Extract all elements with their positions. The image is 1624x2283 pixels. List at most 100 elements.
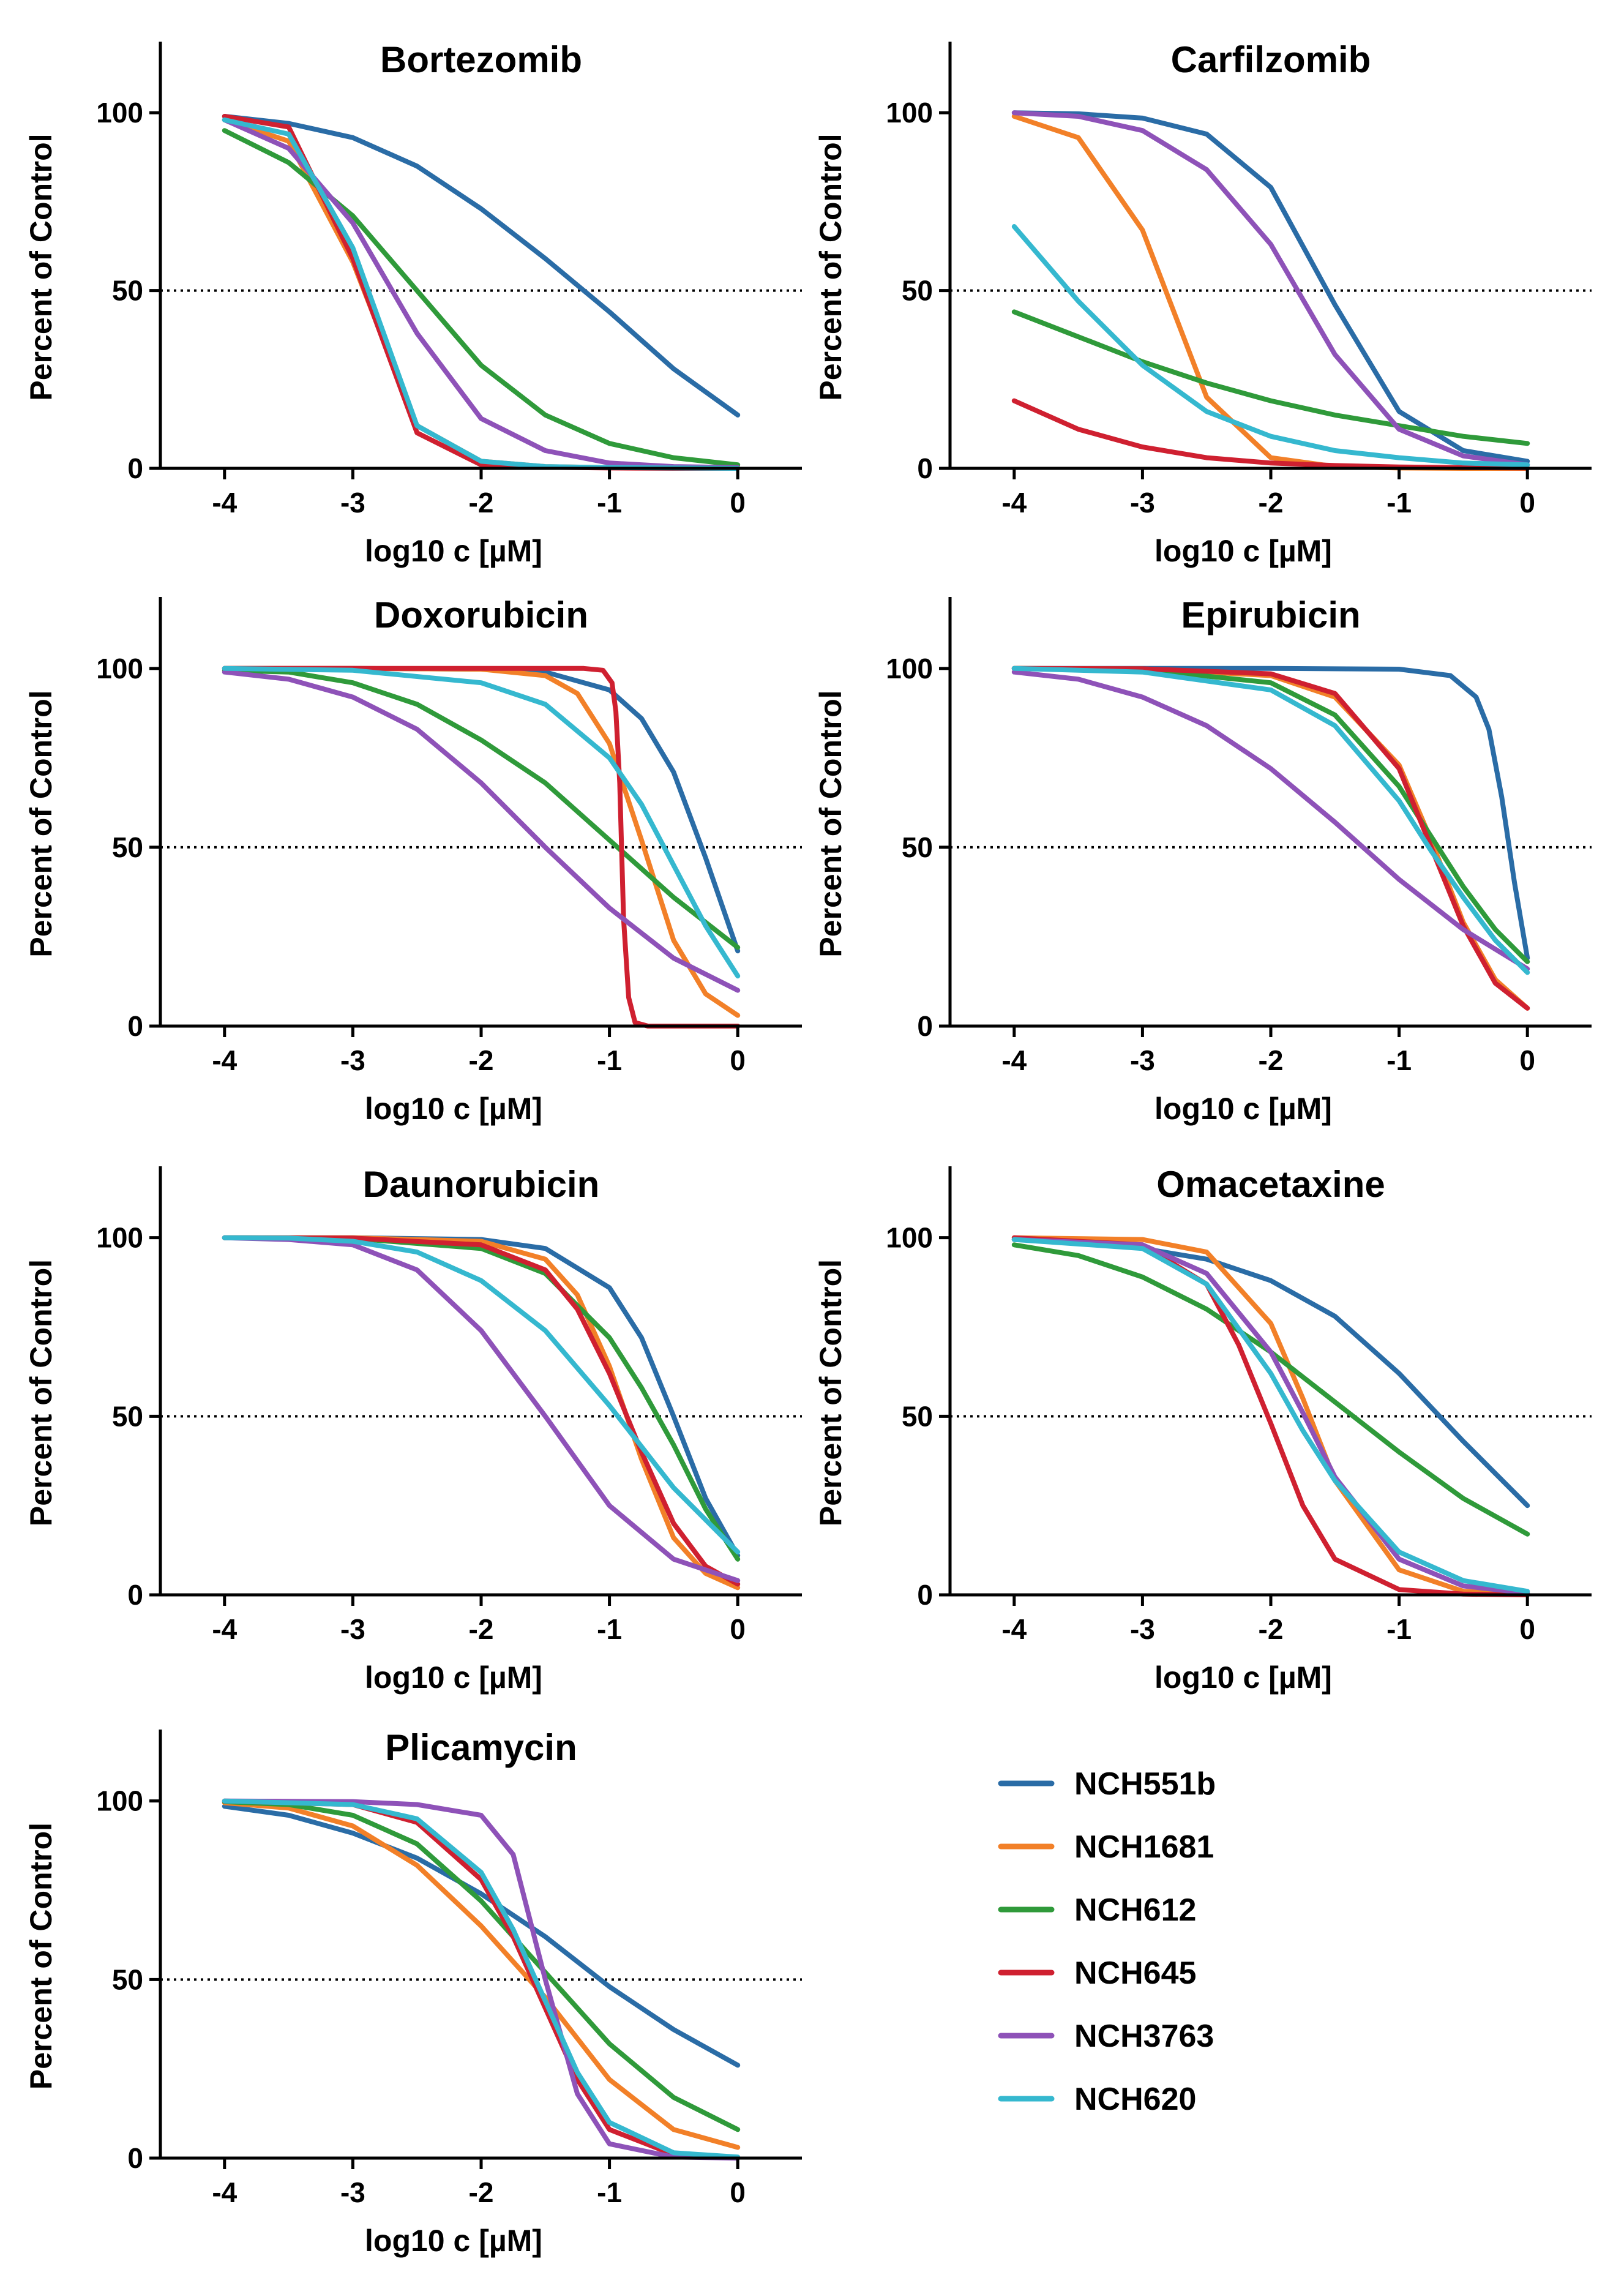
chart-title: Doxorubicin <box>374 594 588 635</box>
series-line-nch3763 <box>1011 110 1530 468</box>
x-axis-label: log10 c [µM] <box>365 2224 542 2258</box>
series-line-nch3763 <box>222 1235 741 1583</box>
legend: NCH551b NCH1681 NCH612 NCH645 NCH3763 NCH620 <box>998 1766 1216 2117</box>
x-axis-label: log10 c [µM] <box>365 1092 542 1126</box>
x-axis-label: log10 c [µM] <box>365 534 542 568</box>
x-tick-label: 0 <box>730 2176 746 2208</box>
y-axis-label: Percent of Control <box>814 1259 848 1526</box>
y-tick-label: 100 <box>96 653 143 684</box>
series-line-nch3763 <box>1011 1237 1530 1596</box>
series-line-nch612 <box>222 1799 741 2132</box>
chart-panel-carfilzomib: Carfilzomib 0 50 100 -4 -3 -2 -1 0 log10 c [µM] Pe… <box>814 39 1592 568</box>
y-tick-label: 0 <box>127 2142 143 2174</box>
x-tick-label: -4 <box>1001 487 1027 519</box>
series-line-nch551b <box>1011 110 1530 464</box>
x-tick-label: -3 <box>340 1613 365 1645</box>
x-tick-label: -4 <box>212 1044 237 1076</box>
chart-panel-epirubicin: Epirubicin 0 50 100 -4 -3 -2 -1 0 log10 c [µM] Per… <box>814 594 1592 1126</box>
x-tick-label: -3 <box>1130 1044 1155 1076</box>
y-tick-label: 50 <box>112 275 143 307</box>
chart-title: Daunorubicin <box>363 1164 600 1205</box>
chart-title: Carfilzomib <box>1171 39 1371 80</box>
y-tick-label: 100 <box>886 1222 933 1254</box>
x-tick-label: -4 <box>1001 1613 1027 1645</box>
y-axis-label: Percent of Control <box>24 133 58 400</box>
y-tick-label: 0 <box>127 1579 143 1611</box>
x-tick-label: -2 <box>469 1044 494 1076</box>
series-line-nch645 <box>222 665 741 1029</box>
legend-label-nch645: NCH645 <box>1074 1955 1196 1991</box>
chart-panel-doxorubicin: Doxorubicin 0 50 100 -4 -3 -2 -1 0 log10 c [µM] Pe… <box>24 594 802 1126</box>
y-axis-label: Percent of Control <box>814 133 848 400</box>
x-tick-label: 0 <box>1519 1044 1535 1076</box>
series-line-nch612 <box>1011 665 1530 964</box>
x-axis-label: log10 c [µM] <box>1154 1092 1332 1126</box>
series-line-nch620 <box>1011 1237 1530 1594</box>
chart-title: Epirubicin <box>1181 594 1360 635</box>
x-tick-label: -2 <box>469 1613 494 1645</box>
x-tick-label: -2 <box>1259 487 1284 519</box>
chart-panel-daunorubicin: Daunorubicin 0 50 100 -4 -3 -2 -1 0 log10 c [µM] P… <box>24 1164 802 1695</box>
y-tick-label: 0 <box>917 452 933 484</box>
chart-title: Omacetaxine <box>1156 1164 1385 1205</box>
series-line-nch551b <box>1011 665 1530 961</box>
y-tick-label: 100 <box>96 97 143 129</box>
y-tick-label: 100 <box>886 97 933 129</box>
series-line-nch551b <box>222 665 741 954</box>
chart-title: Bortezomib <box>380 39 582 80</box>
x-tick-label: -1 <box>597 487 622 519</box>
series-line-nch1681 <box>1011 1235 1530 1597</box>
chart-panel-omacetaxine: Omacetaxine 0 50 100 -4 -3 -2 -1 0 log10 c [µM] Pe… <box>814 1164 1592 1695</box>
y-axis-label: Percent of Control <box>814 690 848 957</box>
x-tick-label: -3 <box>1130 1613 1155 1645</box>
y-tick-label: 50 <box>112 831 143 863</box>
series-line-nch1681 <box>222 1235 741 1591</box>
x-tick-label: -1 <box>1386 1044 1412 1076</box>
series-line-nch612 <box>222 667 741 950</box>
y-axis-label: Percent of Control <box>24 690 58 957</box>
y-tick-label: 50 <box>112 1963 143 1995</box>
y-tick-label: 50 <box>902 275 933 307</box>
y-tick-label: 100 <box>886 653 933 684</box>
x-tick-label: -1 <box>597 2176 622 2208</box>
series-line-nch645 <box>222 1235 741 1587</box>
x-tick-label: -4 <box>212 487 237 519</box>
x-tick-label: 0 <box>730 487 746 519</box>
legend-label-nch620: NCH620 <box>1074 2082 1196 2117</box>
y-axis-label: Percent of Control <box>24 1259 58 1526</box>
series-line-nch1681 <box>1011 114 1530 471</box>
y-tick-label: 0 <box>127 1010 143 1042</box>
series-line-nch1681 <box>1011 665 1530 1011</box>
x-tick-label: 0 <box>1519 1613 1535 1645</box>
x-tick-label: -3 <box>340 2176 365 2208</box>
legend-label-nch551b: NCH551b <box>1074 1766 1216 1802</box>
y-tick-label: 100 <box>96 1785 143 1817</box>
series-line-nch3763 <box>222 1798 741 2161</box>
chart-panel-bortezomib: Bortezomib 0 50 100 -4 -3 -2 -1 0 log10 c [µM] Per… <box>24 39 802 568</box>
x-tick-label: -1 <box>597 1613 622 1645</box>
y-tick-label: 0 <box>917 1579 933 1611</box>
series-line-nch620 <box>222 1798 741 2160</box>
series-line-nch645 <box>1011 665 1530 1011</box>
x-axis-label: log10 c [µM] <box>365 1660 542 1695</box>
x-tick-label: -2 <box>1259 1613 1284 1645</box>
y-tick-label: 50 <box>902 831 933 863</box>
x-tick-label: -2 <box>469 487 494 519</box>
x-tick-label: 0 <box>730 1613 746 1645</box>
x-tick-label: -2 <box>1259 1044 1284 1076</box>
x-tick-label: -2 <box>469 2176 494 2208</box>
x-tick-label: -1 <box>597 1044 622 1076</box>
x-tick-label: 0 <box>1519 487 1535 519</box>
series-line-nch620 <box>1011 224 1530 468</box>
x-tick-label: 0 <box>730 1044 746 1076</box>
series-line-nch612 <box>222 128 741 468</box>
x-tick-label: -1 <box>1386 1613 1412 1645</box>
series-line-nch551b <box>222 114 741 418</box>
y-tick-label: 50 <box>902 1400 933 1432</box>
chart-title: Plicamycin <box>385 1727 577 1768</box>
series-line-nch620 <box>1011 665 1530 975</box>
x-tick-label: -3 <box>340 1044 365 1076</box>
legend-label-nch612: NCH612 <box>1074 1892 1196 1928</box>
x-tick-label: -4 <box>1001 1044 1027 1076</box>
